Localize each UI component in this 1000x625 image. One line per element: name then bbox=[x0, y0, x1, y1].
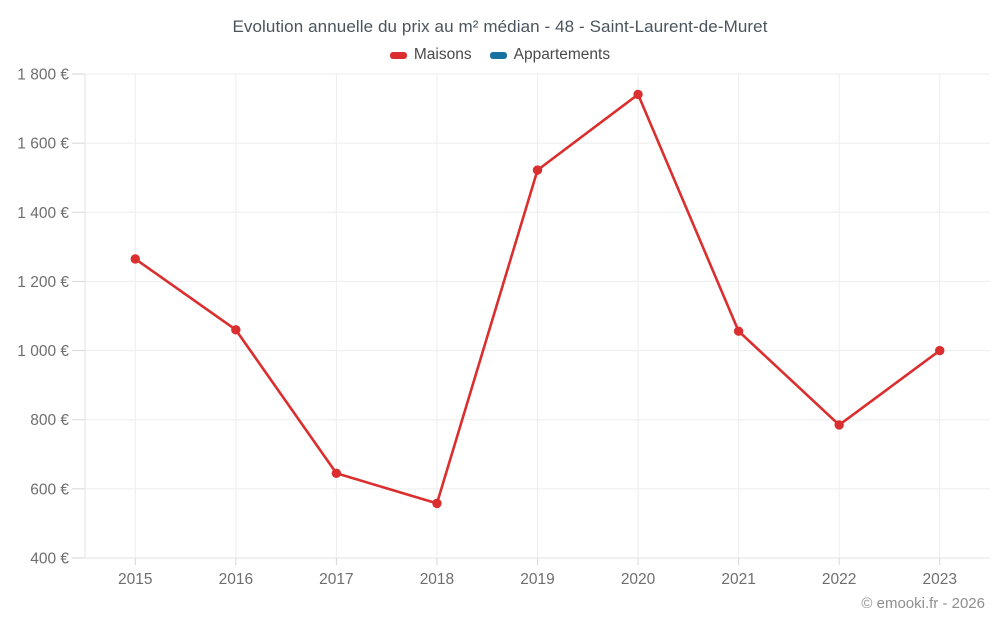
maisons-point-2019[interactable] bbox=[532, 165, 543, 175]
x-axis-tick-label: 2020 bbox=[621, 571, 656, 588]
appartements-legend-label: Appartements bbox=[513, 46, 611, 63]
x-axis-tick-label: 2015 bbox=[118, 571, 152, 588]
maisons-legend-label: Maisons bbox=[413, 46, 472, 63]
x-axis-tick-label: 2021 bbox=[721, 571, 755, 588]
maisons-point-2021[interactable] bbox=[733, 326, 744, 336]
y-axis-tick-label: 1 600 € bbox=[17, 136, 69, 153]
maisons-series-swatch-icon bbox=[389, 51, 407, 59]
chart-title: Evolution annuelle du prix au m² médian … bbox=[232, 17, 768, 36]
y-axis-tick-label: 1 000 € bbox=[17, 343, 69, 360]
chart-legend: Maisons Appartements bbox=[0, 46, 1000, 64]
y-axis-tick-label: 800 € bbox=[30, 412, 69, 429]
y-axis-tick-label: 400 € bbox=[30, 551, 69, 568]
x-axis-tick-label: 2019 bbox=[520, 571, 554, 588]
y-axis-tick-label: 1 800 € bbox=[17, 67, 69, 84]
maisons-point-2023[interactable] bbox=[935, 345, 945, 356]
x-axis-tick-label: 2018 bbox=[420, 571, 454, 588]
maisons-point-2018[interactable] bbox=[432, 498, 442, 509]
y-axis-tick-label: 600 € bbox=[30, 481, 69, 498]
x-axis-tick-label: 2017 bbox=[319, 571, 353, 588]
maisons-point-2017[interactable] bbox=[331, 468, 342, 478]
legend-item-appartements[interactable]: Appartements bbox=[489, 46, 611, 64]
x-axis-tick-label: 2022 bbox=[822, 571, 856, 588]
x-axis-tick-label: 2023 bbox=[922, 571, 956, 588]
maisons-point-2015[interactable] bbox=[130, 254, 140, 264]
appartements-series-swatch-icon bbox=[489, 51, 507, 59]
y-axis-tick-label: 1 400 € bbox=[17, 205, 69, 222]
maisons-point-2022[interactable] bbox=[834, 420, 844, 430]
maisons-point-2016[interactable] bbox=[231, 325, 241, 335]
maisons-point-2020[interactable] bbox=[633, 89, 643, 100]
x-axis-tick-label: 2016 bbox=[219, 571, 253, 588]
copyright-footer: © emooki.fr - 2026 bbox=[861, 595, 985, 612]
y-axis-tick-label: 1 200 € bbox=[17, 274, 69, 291]
legend-item-maisons[interactable]: Maisons bbox=[389, 46, 472, 64]
